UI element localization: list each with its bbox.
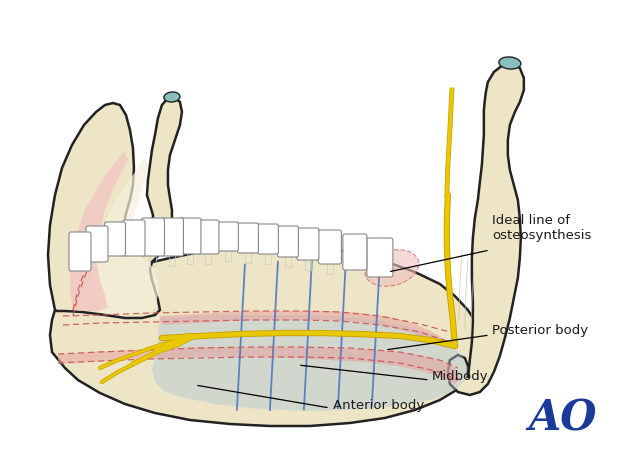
Polygon shape [160,311,450,348]
FancyBboxPatch shape [277,226,298,257]
Text: Posterior body: Posterior body [492,324,588,336]
FancyBboxPatch shape [179,218,201,254]
FancyBboxPatch shape [367,238,393,277]
FancyBboxPatch shape [69,232,91,271]
Polygon shape [58,347,460,384]
Polygon shape [70,152,128,311]
Ellipse shape [365,250,419,286]
FancyBboxPatch shape [105,222,125,256]
Polygon shape [50,245,480,426]
FancyBboxPatch shape [141,218,164,256]
Ellipse shape [499,57,521,69]
FancyBboxPatch shape [123,220,145,256]
FancyBboxPatch shape [237,223,259,253]
Polygon shape [448,63,524,395]
FancyBboxPatch shape [218,222,239,251]
Polygon shape [152,315,468,411]
FancyBboxPatch shape [343,234,367,270]
FancyBboxPatch shape [161,218,184,256]
FancyBboxPatch shape [257,224,278,254]
Polygon shape [48,98,182,318]
Text: Ideal line of
osteosynthesis: Ideal line of osteosynthesis [492,214,591,242]
FancyBboxPatch shape [197,220,219,254]
Text: Anterior body: Anterior body [333,398,424,412]
FancyBboxPatch shape [319,230,342,264]
Ellipse shape [164,92,180,102]
Polygon shape [93,158,158,315]
Text: AO: AO [529,397,597,439]
FancyBboxPatch shape [297,228,319,260]
Text: Midbody: Midbody [432,369,489,382]
FancyBboxPatch shape [86,226,108,262]
